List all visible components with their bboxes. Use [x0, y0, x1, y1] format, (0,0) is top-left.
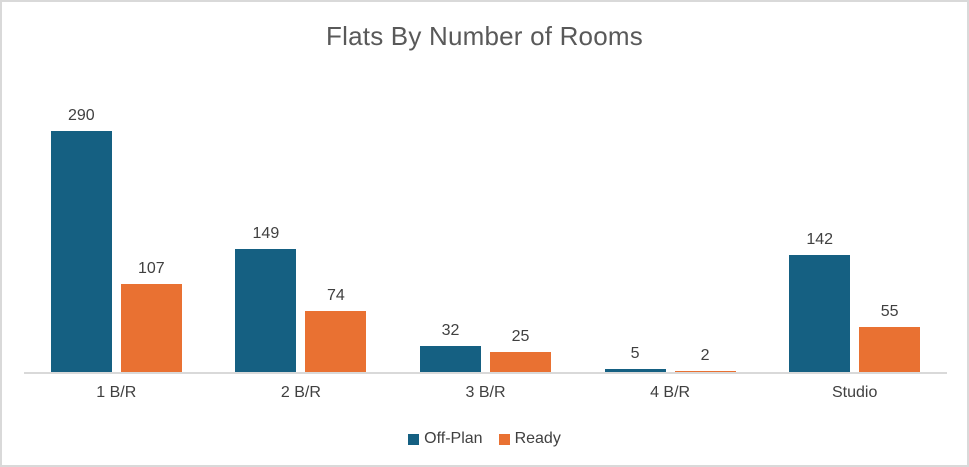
- legend: Off-Plan Ready: [2, 430, 967, 448]
- data-label: 25: [511, 328, 530, 345]
- data-label: 55: [880, 303, 899, 320]
- data-label: 2: [700, 347, 710, 364]
- legend-label: Off-Plan: [424, 430, 483, 447]
- bar-ready-5: [859, 327, 921, 373]
- data-label: 149: [252, 225, 280, 242]
- data-label: 107: [137, 260, 165, 277]
- bar-off-plan-4: [604, 369, 666, 373]
- data-label: 32: [441, 322, 460, 339]
- data-label: 290: [67, 107, 95, 124]
- x-axis-label: 1 B/R: [96, 384, 137, 401]
- x-axis-label: 3 B/R: [465, 384, 506, 401]
- x-axis-line: [24, 372, 947, 374]
- x-axis-label: 4 B/R: [650, 384, 691, 401]
- legend-label: Ready: [514, 430, 561, 447]
- bar-off-plan-3: [420, 346, 481, 373]
- data-label: 142: [806, 231, 834, 248]
- bar-off-plan-2: [235, 249, 297, 373]
- legend-swatch-icon: [408, 433, 420, 445]
- bar-off-plan-5: [789, 255, 851, 373]
- legend-swatch-icon: [498, 433, 510, 445]
- bar-off-plan-1: [50, 131, 112, 373]
- data-label: 74: [326, 287, 345, 304]
- x-axis-label: 2 B/R: [280, 384, 321, 401]
- bar-ready-3: [490, 352, 551, 373]
- bar-ready-2: [305, 311, 367, 373]
- chart-title: Flats By Number of Rooms: [326, 21, 643, 51]
- data-label: 5: [630, 345, 640, 362]
- legend-item-ready: Ready: [498, 430, 561, 448]
- legend-item-off-plan: Off-Plan: [408, 430, 483, 448]
- x-axis-label: Studio: [832, 384, 878, 401]
- bar-ready-1: [120, 284, 182, 373]
